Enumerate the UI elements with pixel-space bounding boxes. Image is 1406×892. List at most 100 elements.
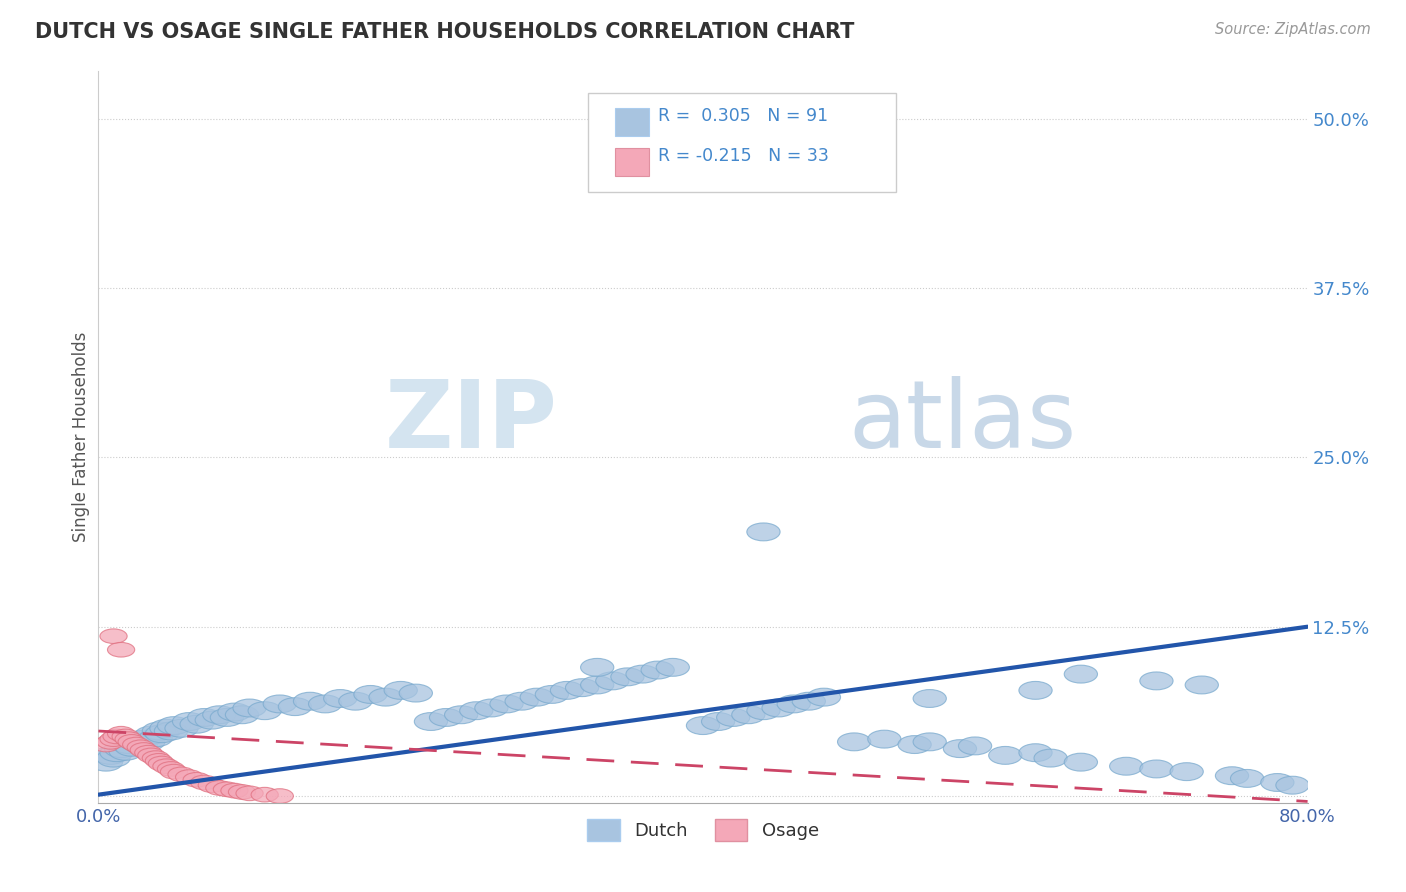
Ellipse shape xyxy=(717,708,749,726)
Ellipse shape xyxy=(97,749,131,767)
Ellipse shape xyxy=(460,702,494,720)
Y-axis label: Single Father Households: Single Father Households xyxy=(72,332,90,542)
Ellipse shape xyxy=(150,719,183,738)
Ellipse shape xyxy=(1109,757,1143,775)
Ellipse shape xyxy=(176,770,202,784)
Ellipse shape xyxy=(187,708,221,726)
Ellipse shape xyxy=(110,742,142,760)
Ellipse shape xyxy=(323,690,357,707)
Ellipse shape xyxy=(218,703,252,721)
Ellipse shape xyxy=(778,695,810,713)
Ellipse shape xyxy=(747,702,780,720)
Ellipse shape xyxy=(221,783,247,798)
Ellipse shape xyxy=(225,706,259,723)
Ellipse shape xyxy=(112,729,139,744)
Ellipse shape xyxy=(536,685,568,704)
Ellipse shape xyxy=(1170,763,1204,780)
Ellipse shape xyxy=(1185,676,1219,694)
Ellipse shape xyxy=(308,695,342,713)
Ellipse shape xyxy=(686,716,720,734)
Ellipse shape xyxy=(139,729,173,747)
Ellipse shape xyxy=(104,739,138,757)
Ellipse shape xyxy=(115,731,142,747)
Bar xyxy=(614,147,648,176)
Ellipse shape xyxy=(278,698,312,715)
Ellipse shape xyxy=(294,692,326,710)
Ellipse shape xyxy=(127,731,160,748)
Ellipse shape xyxy=(368,689,402,706)
Ellipse shape xyxy=(399,684,433,702)
Ellipse shape xyxy=(657,658,689,676)
Ellipse shape xyxy=(1033,749,1067,767)
Ellipse shape xyxy=(1064,665,1098,683)
Ellipse shape xyxy=(731,706,765,723)
Ellipse shape xyxy=(702,713,735,731)
Ellipse shape xyxy=(762,699,796,717)
Ellipse shape xyxy=(167,767,195,781)
Ellipse shape xyxy=(565,679,599,697)
Ellipse shape xyxy=(131,743,157,757)
Text: atlas: atlas xyxy=(848,376,1077,468)
Ellipse shape xyxy=(912,733,946,751)
Ellipse shape xyxy=(107,642,135,657)
Ellipse shape xyxy=(444,706,478,723)
Ellipse shape xyxy=(520,689,554,706)
Ellipse shape xyxy=(211,708,243,726)
Ellipse shape xyxy=(1140,672,1173,690)
Ellipse shape xyxy=(100,731,127,747)
Ellipse shape xyxy=(93,738,120,752)
Ellipse shape xyxy=(165,719,198,738)
Legend: Dutch, Osage: Dutch, Osage xyxy=(581,812,825,848)
Ellipse shape xyxy=(205,780,233,795)
Ellipse shape xyxy=(1261,773,1294,791)
Ellipse shape xyxy=(339,692,373,710)
Ellipse shape xyxy=(153,759,180,773)
Ellipse shape xyxy=(142,722,176,740)
Ellipse shape xyxy=(112,736,145,754)
Ellipse shape xyxy=(214,782,240,797)
Ellipse shape xyxy=(959,737,991,755)
Ellipse shape xyxy=(838,733,870,751)
Ellipse shape xyxy=(717,117,749,135)
Ellipse shape xyxy=(807,689,841,706)
Ellipse shape xyxy=(138,748,165,763)
Ellipse shape xyxy=(157,762,184,776)
Ellipse shape xyxy=(157,716,191,734)
Ellipse shape xyxy=(124,736,157,754)
Ellipse shape xyxy=(135,726,167,744)
Text: Source: ZipAtlas.com: Source: ZipAtlas.com xyxy=(1215,22,1371,37)
Ellipse shape xyxy=(581,658,614,676)
Ellipse shape xyxy=(1064,753,1098,771)
Ellipse shape xyxy=(155,722,187,740)
Ellipse shape xyxy=(145,754,173,768)
Ellipse shape xyxy=(122,738,150,752)
Ellipse shape xyxy=(115,739,148,756)
Ellipse shape xyxy=(252,788,278,802)
Ellipse shape xyxy=(550,681,583,699)
Ellipse shape xyxy=(118,734,145,749)
Ellipse shape xyxy=(792,692,825,710)
Ellipse shape xyxy=(107,726,135,741)
Ellipse shape xyxy=(142,751,170,765)
Ellipse shape xyxy=(626,665,659,683)
Ellipse shape xyxy=(415,713,447,731)
Ellipse shape xyxy=(1275,776,1309,794)
Ellipse shape xyxy=(132,733,165,751)
Ellipse shape xyxy=(148,756,176,771)
Ellipse shape xyxy=(120,733,153,751)
Ellipse shape xyxy=(180,715,214,733)
Ellipse shape xyxy=(641,661,675,679)
Ellipse shape xyxy=(228,785,256,799)
Bar xyxy=(614,108,648,136)
Ellipse shape xyxy=(173,713,205,731)
Ellipse shape xyxy=(988,747,1022,764)
Ellipse shape xyxy=(100,629,127,643)
Ellipse shape xyxy=(266,789,294,804)
Ellipse shape xyxy=(160,764,187,779)
Text: R =  0.305   N = 91: R = 0.305 N = 91 xyxy=(658,108,828,126)
Ellipse shape xyxy=(195,711,228,729)
FancyBboxPatch shape xyxy=(588,94,897,192)
Ellipse shape xyxy=(596,672,628,690)
Ellipse shape xyxy=(247,702,281,720)
Ellipse shape xyxy=(198,778,225,792)
